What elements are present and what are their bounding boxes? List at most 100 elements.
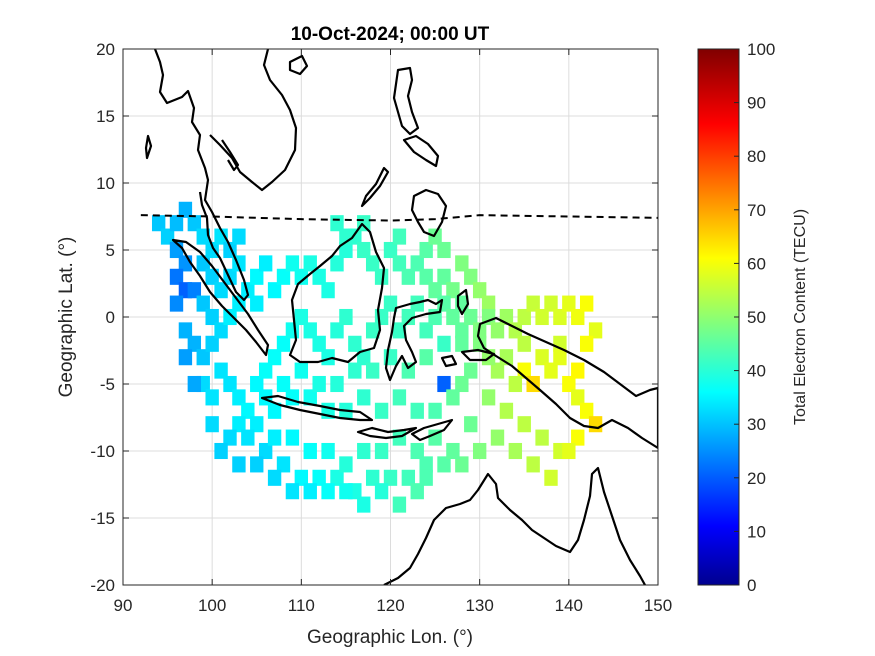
coastline-sulawesi <box>384 298 444 382</box>
tec-cell <box>544 469 558 486</box>
tec-cell <box>187 282 202 299</box>
colorbar-ticks: 0 10 20 30 40 50 60 70 80 90 100 <box>734 40 775 595</box>
tec-cell <box>410 255 424 272</box>
tec-cell <box>579 402 594 419</box>
tec-cell <box>365 362 380 379</box>
tec-cell <box>303 255 317 272</box>
tec-cell <box>357 389 371 406</box>
tec-cell <box>339 483 353 500</box>
x-axis: 90 100 110 120 130 140 150 <box>114 49 672 615</box>
tec-cell <box>455 375 469 393</box>
tec-cell <box>250 295 264 312</box>
tec-cell <box>535 308 549 326</box>
coastline-palawan <box>360 166 390 208</box>
tec-cell <box>410 402 424 419</box>
chart-title: 10-Oct-2024; 00:00 UT <box>291 24 490 45</box>
coastline-sumatra <box>171 238 270 357</box>
tec-cell <box>250 456 264 473</box>
tec-cell <box>285 483 300 500</box>
tec-cell <box>357 349 371 366</box>
tec-cell <box>437 335 451 352</box>
tec-cell <box>562 375 576 393</box>
y-tick-label: 5 <box>106 241 115 260</box>
tec-cell <box>321 282 335 299</box>
tec-cell <box>348 335 362 352</box>
tec-cell <box>303 483 317 500</box>
tec-cell <box>205 389 219 406</box>
tec-cell <box>481 295 496 312</box>
tec-cell <box>571 429 585 446</box>
tec-cell <box>490 429 505 446</box>
tec-cell <box>446 308 460 326</box>
tec-cell <box>187 335 202 352</box>
tec-cell <box>178 349 193 366</box>
tec-cell <box>383 469 398 486</box>
tec-cell <box>357 496 371 513</box>
tec-cell <box>571 362 585 379</box>
y-tick-label: 15 <box>96 107 115 126</box>
colorbar-label: Total Electron Content (TECU) <box>792 209 809 425</box>
tec-cell <box>214 362 228 379</box>
tec-cell <box>196 295 210 312</box>
tec-cell <box>232 389 246 406</box>
tec-cell <box>205 241 219 259</box>
tec-cell <box>285 429 300 446</box>
tec-cell <box>294 469 309 486</box>
tec-cell <box>294 362 309 379</box>
tec-cell <box>419 322 433 339</box>
tec-cell <box>196 228 210 245</box>
tec-cell <box>178 201 193 218</box>
tec-cell <box>419 349 433 366</box>
tec-cell <box>392 389 407 406</box>
tec-cell <box>455 456 469 473</box>
tec-cell <box>437 456 451 473</box>
tec-cell <box>330 322 344 339</box>
tec-cell <box>348 362 362 379</box>
coastline-philippines-luzon <box>392 66 420 136</box>
tec-cell <box>392 322 407 339</box>
tec-cell <box>267 402 282 419</box>
tec-cell <box>232 228 246 245</box>
tec-cell <box>312 469 326 486</box>
coastline-indochina <box>209 49 298 192</box>
tec-cell <box>339 308 353 326</box>
tec-cell <box>428 402 442 419</box>
tec-cell <box>160 228 175 245</box>
tec-cell <box>250 268 264 285</box>
tec-cell <box>232 416 246 433</box>
tec-cell <box>490 362 505 379</box>
tec-cell <box>401 469 416 486</box>
tec-cell <box>392 228 407 245</box>
tec-cell <box>214 442 228 460</box>
tec-cell <box>339 241 353 259</box>
colorbar-tick-label: 30 <box>747 415 766 434</box>
tec-cell <box>544 362 558 379</box>
tec-cell <box>294 308 309 326</box>
tec-cell <box>205 335 219 352</box>
tec-cell <box>303 322 317 339</box>
tec-cell <box>437 241 451 259</box>
tec-cell <box>517 308 531 326</box>
y-tick-label: 20 <box>96 40 115 59</box>
colorbar-tick-label: 40 <box>747 362 766 381</box>
tec-cell <box>374 402 389 419</box>
tec-cell <box>357 442 371 460</box>
colorbar-tick-label: 50 <box>747 308 766 327</box>
tec-cell <box>392 496 407 513</box>
tec-cell <box>169 268 184 285</box>
tec-cell <box>214 322 228 339</box>
coastline-java <box>260 394 374 422</box>
tec-cell <box>276 335 291 352</box>
tec-cell <box>303 442 317 460</box>
colorbar-tick-label: 80 <box>747 147 766 166</box>
tec-cell <box>321 349 335 366</box>
tec-cell <box>312 375 326 393</box>
tec-cell <box>410 442 424 460</box>
coastline-australia <box>383 466 646 585</box>
tec-cell <box>490 322 505 339</box>
x-tick-label: 140 <box>555 596 583 615</box>
y-tick-label: -20 <box>90 576 115 595</box>
colorbar-tick-label: 70 <box>747 201 766 220</box>
tec-cell <box>258 362 273 379</box>
tec-cell <box>330 255 344 272</box>
